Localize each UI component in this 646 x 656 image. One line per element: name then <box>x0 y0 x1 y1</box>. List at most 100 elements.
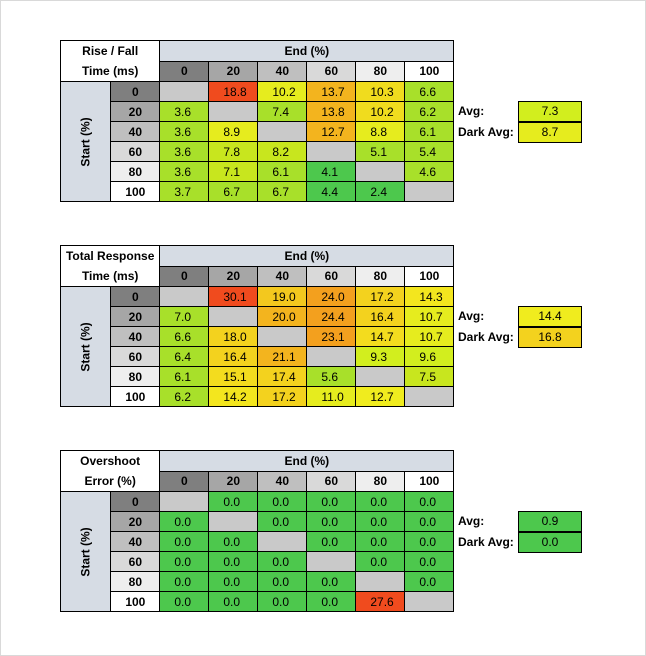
value-cell: 0.0 <box>404 551 455 572</box>
row-header: 40 <box>110 121 161 142</box>
table-row: 20 3.6 7.4 13.8 10.2 6.2 <box>61 101 455 122</box>
value-cell: 0.0 <box>257 491 308 512</box>
start-percent-label: Start (%) <box>78 321 93 372</box>
value-cell: 4.6 <box>404 161 455 182</box>
row-header: 80 <box>110 571 161 592</box>
value-cell: 11.0 <box>306 386 357 407</box>
value-cell: 17.4 <box>257 366 308 387</box>
value-cell: 18.0 <box>208 326 259 347</box>
value-cell: 6.7 <box>257 181 308 202</box>
row-header: 100 <box>110 386 161 407</box>
value-cell: 9.6 <box>404 346 455 367</box>
table-row: 60 0.0 0.0 0.0 0.0 0.0 <box>61 551 455 572</box>
value-cell: 24.4 <box>306 306 357 327</box>
value-cell: 12.7 <box>355 386 406 407</box>
table-title-line2: Time (ms) <box>59 61 161 82</box>
column-header: 80 <box>355 470 406 492</box>
dark-avg-label: Dark Avg: <box>458 330 514 344</box>
table-row: 80 0.0 0.0 0.0 0.0 0.0 <box>61 571 455 592</box>
value-cell: 0.0 <box>208 591 259 612</box>
value-cell: 23.1 <box>306 326 357 347</box>
end-percent-header: End (%) <box>159 450 455 472</box>
table-title-line1: Total Response <box>59 245 161 266</box>
value-cell: 3.6 <box>159 141 210 162</box>
column-header: 0 <box>159 470 210 492</box>
end-percent-header: End (%) <box>159 245 455 267</box>
value-cell: 13.7 <box>306 81 357 102</box>
column-header: 60 <box>306 470 357 492</box>
column-header: 40 <box>257 60 308 82</box>
value-cell: 30.1 <box>208 286 259 307</box>
row-header: 20 <box>110 101 161 122</box>
response-table: Overshoot End (%) Error (%) 0 20 40 60 80 100 Sta… <box>59 450 455 612</box>
row-header: 40 <box>110 326 161 347</box>
value-cell: 8.8 <box>355 121 406 142</box>
value-cell: 7.5 <box>404 366 455 387</box>
value-cell: 0.0 <box>355 491 406 512</box>
value-cell: 0.0 <box>159 551 210 572</box>
value-cell: 6.7 <box>208 181 259 202</box>
column-header: 0 <box>159 265 210 287</box>
diagonal-empty-cell <box>257 121 308 142</box>
diagonal-empty-cell <box>208 306 259 327</box>
diagonal-empty-cell <box>404 386 455 407</box>
value-cell: 7.1 <box>208 161 259 182</box>
value-cell: 6.6 <box>404 81 455 102</box>
row-header: 0 <box>110 286 161 307</box>
value-cell: 14.3 <box>404 286 455 307</box>
avg-value: 14.4 <box>518 306 582 327</box>
value-cell: 6.1 <box>257 161 308 182</box>
diagonal-empty-cell <box>159 286 210 307</box>
table-row: 40 0.0 0.0 0.0 0.0 0.0 <box>61 531 455 552</box>
value-cell: 16.4 <box>208 346 259 367</box>
diagonal-empty-cell <box>355 161 406 182</box>
avg-label: Avg: <box>458 514 485 528</box>
avg-value: 0.9 <box>518 511 582 532</box>
value-cell: 0.0 <box>306 531 357 552</box>
response-table: Total Response End (%) Time (ms) 0 20 40 60 80 1… <box>59 245 455 407</box>
table-row: 20 0.0 0.0 0.0 0.0 0.0 <box>61 511 455 532</box>
response-table: Rise / Fall End (%) Time (ms) 0 20 40 60 80 100 S… <box>59 40 455 202</box>
value-cell: 6.6 <box>159 326 210 347</box>
value-cell: 19.0 <box>257 286 308 307</box>
value-cell: 0.0 <box>159 531 210 552</box>
column-header: 100 <box>404 265 455 287</box>
value-cell: 0.0 <box>208 551 259 572</box>
diagonal-empty-cell <box>257 326 308 347</box>
row-header: 100 <box>110 181 161 202</box>
diagonal-empty-cell <box>404 591 455 612</box>
value-cell: 24.0 <box>306 286 357 307</box>
table-row: 100 3.7 6.7 6.7 4.4 2.4 <box>61 181 455 202</box>
value-cell: 0.0 <box>208 491 259 512</box>
value-cell: 6.2 <box>404 101 455 122</box>
value-cell: 4.1 <box>306 161 357 182</box>
table-row: Start (%) 0 30.1 19.0 24.0 17.2 14.3 <box>59 286 455 407</box>
value-cell: 3.7 <box>159 181 210 202</box>
table-row: 60 6.4 16.4 21.1 9.3 9.6 <box>61 346 455 367</box>
value-cell: 18.8 <box>208 81 259 102</box>
table-row: 40 3.6 8.9 12.7 8.8 6.1 <box>61 121 455 142</box>
table-title-line1: Overshoot <box>59 450 161 471</box>
table-row: 80 3.6 7.1 6.1 4.1 4.6 <box>61 161 455 182</box>
value-cell: 3.6 <box>159 121 210 142</box>
value-cell: 0.0 <box>159 571 210 592</box>
value-cell: 15.1 <box>208 366 259 387</box>
row-header: 60 <box>110 346 161 367</box>
table-row: 60 3.6 7.8 8.2 5.1 5.4 <box>61 141 455 162</box>
value-cell: 17.2 <box>355 286 406 307</box>
value-cell: 5.6 <box>306 366 357 387</box>
avg-label: Avg: <box>458 309 485 323</box>
value-cell: 7.4 <box>257 101 308 122</box>
value-cell: 8.9 <box>208 121 259 142</box>
diagonal-empty-cell <box>257 531 308 552</box>
response-table-block: Overshoot End (%) Error (%) 0 20 40 60 80 100 Sta… <box>59 450 582 615</box>
column-header: 60 <box>306 60 357 82</box>
diagonal-empty-cell <box>404 181 455 202</box>
diagonal-empty-cell <box>159 491 210 512</box>
table-title-line2: Time (ms) <box>59 266 161 287</box>
value-cell: 14.2 <box>208 386 259 407</box>
column-header: 0 <box>159 60 210 82</box>
value-cell: 0.0 <box>355 511 406 532</box>
value-cell: 17.2 <box>257 386 308 407</box>
value-cell: 12.7 <box>306 121 357 142</box>
